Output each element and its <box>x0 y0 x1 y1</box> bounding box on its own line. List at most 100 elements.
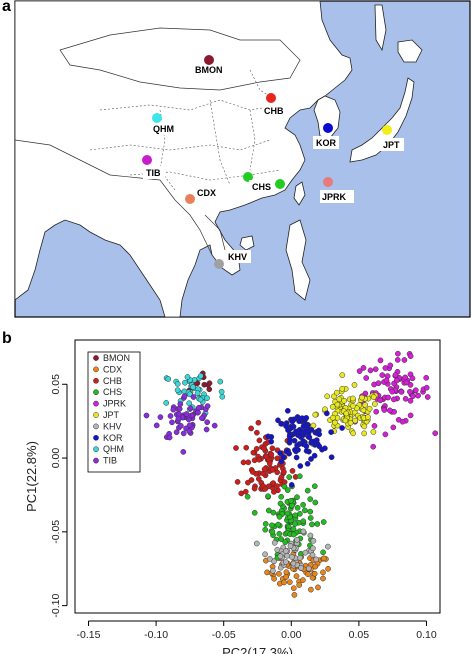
data-point-chb <box>274 483 280 489</box>
legend-marker <box>93 423 99 430</box>
data-point-khv <box>274 546 281 553</box>
data-point-chs <box>290 531 297 538</box>
data-point-jpt <box>333 389 340 396</box>
data-point-khv <box>270 567 276 574</box>
data-point-jpt <box>370 429 377 435</box>
data-point-khv <box>309 552 316 558</box>
data-point-kor <box>302 428 308 435</box>
legend-label: JPT <box>103 410 120 420</box>
data-point-jpt <box>339 385 346 392</box>
x-axis: -0.15 -0.10 -0.05 0.00 0.05 0.10 <box>77 620 437 641</box>
data-point-jprk <box>360 365 367 371</box>
data-point-cdx <box>281 579 287 586</box>
data-point-chs <box>269 528 276 535</box>
data-point-chs <box>288 497 294 504</box>
data-point-khv <box>298 565 304 571</box>
label-box <box>143 166 165 179</box>
data-point-cdx <box>286 579 293 585</box>
data-point-chb <box>234 479 241 485</box>
legend-marker <box>93 389 99 396</box>
data-point-jprk <box>410 393 416 400</box>
x-axis-title: PC2(17.3%) <box>222 645 293 654</box>
data-point-jpt <box>339 372 346 378</box>
data-point-chs <box>296 473 303 480</box>
data-point-jpt <box>324 393 331 400</box>
data-point-jprk <box>382 365 389 371</box>
data-point-chb <box>253 445 260 452</box>
data-point-tib <box>180 449 187 455</box>
data-point-qhm <box>182 379 188 386</box>
province-border <box>99 99 281 111</box>
data-point-cdx <box>311 570 318 577</box>
data-point-khv <box>283 559 289 565</box>
data-point-chs <box>289 502 295 509</box>
legend-marker <box>93 457 99 464</box>
data-point-kor <box>289 418 296 425</box>
data-point-khv <box>302 549 309 556</box>
data-point-jprk <box>372 366 379 373</box>
pop-label: CDX <box>197 188 216 198</box>
data-point-kor <box>278 420 284 427</box>
data-point-chb <box>269 445 276 452</box>
data-point-tib <box>169 419 175 426</box>
marker-dot <box>142 155 152 165</box>
data-point-khv <box>294 536 300 543</box>
data-point-jprk <box>423 374 430 381</box>
data-point-jpt <box>336 396 343 403</box>
data-point-qhm <box>204 395 210 402</box>
data-point-jprk <box>415 392 421 399</box>
data-point-cdx <box>320 555 327 562</box>
panel-a-label: a <box>2 0 11 15</box>
data-point-tib <box>203 426 210 433</box>
data-point-jpt <box>331 393 337 400</box>
data-point-bmon <box>201 381 208 388</box>
sakhalin <box>374 4 387 52</box>
legend-label: KHV <box>103 421 122 431</box>
data-point-cdx <box>291 592 298 598</box>
data-point-qhm <box>197 373 204 379</box>
data-point-khv <box>266 556 273 562</box>
legend-marker <box>93 412 99 418</box>
data-point-cdx <box>283 574 289 580</box>
data-point-kor <box>316 443 323 450</box>
data-point-tib <box>167 413 174 419</box>
data-point-tib <box>211 422 218 429</box>
marker-qhm: QHM <box>150 113 180 135</box>
data-point-chs <box>284 510 291 517</box>
data-point-kor <box>283 448 290 455</box>
label-box <box>262 104 288 117</box>
data-point-jprk <box>373 408 380 415</box>
data-point-jprk <box>389 388 396 395</box>
data-point-tib <box>180 430 187 437</box>
data-point-jprk <box>409 375 416 382</box>
data-point-khv <box>310 545 316 552</box>
data-point-kor <box>283 423 289 430</box>
data-point-chs <box>309 521 315 528</box>
label-box <box>313 136 339 149</box>
pop-label: QHM <box>153 124 174 134</box>
data-point-chs <box>294 504 301 511</box>
pop-label: TIB <box>146 168 161 178</box>
data-point-tib <box>170 406 177 413</box>
data-point-qhm <box>174 387 181 394</box>
data-point-chs <box>320 519 327 525</box>
data-point-qhm <box>186 400 193 407</box>
data-point-chs <box>244 493 251 500</box>
data-point-kor <box>297 431 304 438</box>
data-point-kor <box>288 424 295 431</box>
pop-label: JPRK <box>322 192 347 202</box>
data-point-chs <box>276 530 283 537</box>
data-point-qhm <box>194 390 201 397</box>
legend-marker <box>93 366 99 373</box>
data-point-kor <box>311 452 318 459</box>
data-point-qhm <box>217 378 224 385</box>
data-point-kor <box>304 460 311 467</box>
marker-dot <box>185 194 195 204</box>
data-point-chs <box>276 513 283 520</box>
marker-jprk: JPRK <box>320 177 354 203</box>
data-point-khv <box>313 556 320 563</box>
data-point-kor <box>303 448 310 454</box>
y-axis: 0.05 0.00 -0.05 -0.10 <box>50 374 68 618</box>
data-point-chs <box>277 500 284 507</box>
data-point-chb <box>243 444 250 451</box>
